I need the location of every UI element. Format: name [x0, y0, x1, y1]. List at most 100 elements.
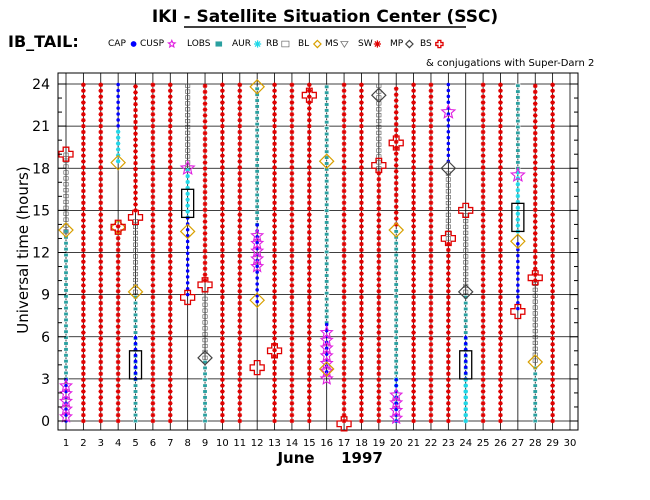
data-point-sw-day15	[307, 277, 312, 282]
data-point-lobs-day27	[515, 95, 521, 100]
data-point-sw-day19	[376, 283, 382, 288]
y-tick-label-24: 24	[32, 77, 50, 93]
data-point-cap-day27	[516, 295, 520, 299]
data-point-sw-day2	[81, 377, 86, 383]
data-point-cap-day16	[324, 352, 329, 356]
data-point-lobs-day12	[254, 198, 260, 203]
data-point-sw-day29	[550, 129, 555, 135]
x-tick-label-14: 14	[286, 438, 299, 449]
data-point-sw-day25	[480, 123, 486, 129]
data-point-sw-day6	[150, 365, 156, 371]
data-point-lobs-day16	[324, 185, 330, 190]
data-point-sw-day26	[498, 353, 503, 359]
data-point-sw-day9	[202, 225, 208, 230]
data-point-sw-day18	[359, 418, 364, 424]
data-point-lobs-day20	[393, 276, 399, 281]
data-point-rb-day9	[202, 302, 208, 307]
data-point-sw-day25	[480, 324, 486, 329]
data-point-lobs-day16	[324, 96, 330, 101]
data-point-sw-day11	[237, 395, 243, 400]
data-point-cap-day16	[324, 346, 329, 351]
data-point-sw-day17	[341, 389, 347, 394]
data-point-sw-day18	[359, 271, 364, 276]
data-point-sw-day26	[498, 300, 503, 306]
data-point-sw-day17	[341, 324, 347, 329]
data-point-sw-day29	[550, 206, 555, 211]
data-point-sw-day29	[550, 365, 555, 371]
data-point-aur-day4	[115, 141, 121, 146]
data-point-sw-day22	[428, 401, 434, 406]
data-point-sw-day23	[446, 259, 451, 265]
data-point-cap-day23	[446, 94, 451, 99]
data-point-sw-day13	[272, 159, 277, 164]
data-point-sw-day25	[480, 188, 486, 194]
data-point-lobs-day1	[63, 359, 69, 364]
data-point-sw-day26	[498, 318, 503, 324]
data-point-sw-day6	[150, 353, 156, 359]
data-point-sw-day3	[98, 288, 104, 294]
x-tick-label-5: 5	[132, 438, 138, 449]
data-point-sw-day25	[480, 336, 486, 341]
data-point-cap-day4	[116, 82, 120, 87]
data-point-sw-day15	[307, 401, 312, 406]
data-point-cap-day24	[463, 335, 468, 340]
data-point-sw-day9	[202, 178, 208, 183]
data-point-bs-day27	[510, 303, 526, 320]
data-point-sw-day3	[98, 383, 104, 388]
data-point-sw-day13	[272, 318, 277, 324]
data-point-sw-day26	[498, 194, 503, 200]
data-point-sw-day19	[376, 353, 382, 359]
data-point-sw-day15	[307, 188, 312, 194]
data-point-sw-day14	[289, 147, 295, 153]
data-point-sw-day26	[498, 147, 503, 153]
y-tick-label-6: 6	[41, 330, 50, 346]
data-point-rb-day1	[63, 205, 69, 210]
data-point-lobs-day1	[63, 347, 69, 352]
data-point-sw-day22	[428, 294, 434, 300]
data-point-sw-day13	[272, 259, 277, 265]
legend-marker-ms	[340, 41, 349, 48]
data-point-sw-day10	[220, 135, 225, 141]
data-point-lobs-day27	[515, 130, 521, 135]
data-point-sw-day7	[167, 218, 173, 223]
data-point-sw-day19	[376, 294, 382, 300]
data-point-sw-day7	[167, 265, 173, 270]
data-point-rb-day8	[185, 130, 191, 135]
data-point-cusp-day16	[319, 355, 334, 370]
data-point-sw-day13	[272, 401, 277, 406]
data-point-sw-day5	[133, 154, 138, 160]
data-point-sw-day14	[289, 371, 295, 377]
data-point-sw-day11	[237, 389, 243, 394]
data-point-sw-day2	[81, 100, 86, 105]
data-point-sw-day10	[220, 112, 225, 117]
data-point-cap-day27	[516, 242, 520, 246]
data-point-sw-day18	[359, 265, 364, 270]
data-point-sw-day15	[307, 194, 312, 200]
data-point-sw-day9	[202, 266, 208, 272]
x-tick-label-15: 15	[303, 438, 316, 449]
data-point-lobs-day20	[393, 347, 399, 352]
data-point-lobs-day16	[324, 226, 330, 231]
data-point-lobs-day1	[63, 311, 69, 317]
data-point-sw-day7	[167, 271, 173, 276]
data-point-sw-day2	[81, 159, 86, 164]
data-point-sw-day10	[220, 406, 225, 412]
data-point-sw-day21	[411, 283, 416, 288]
data-point-sw-day18	[359, 82, 364, 88]
data-point-sw-day29	[550, 283, 555, 288]
data-point-sw-day21	[411, 112, 416, 117]
data-point-sw-day4	[115, 277, 121, 282]
data-point-sw-day23	[446, 359, 451, 365]
data-point-sw-day21	[411, 206, 416, 211]
data-point-sw-day13	[272, 288, 277, 294]
data-point-sw-day26	[498, 265, 503, 270]
data-point-sw-day11	[237, 159, 243, 164]
data-point-lobs-day1	[63, 270, 69, 275]
data-point-sw-day15	[307, 135, 312, 141]
data-point-sw-day7	[167, 241, 173, 247]
data-point-sw-day2	[81, 418, 86, 424]
data-point-sw-day3	[98, 171, 104, 176]
data-point-sw-day9	[202, 183, 208, 189]
data-point-rb-day8	[185, 95, 191, 100]
data-point-sw-day7	[167, 253, 173, 259]
